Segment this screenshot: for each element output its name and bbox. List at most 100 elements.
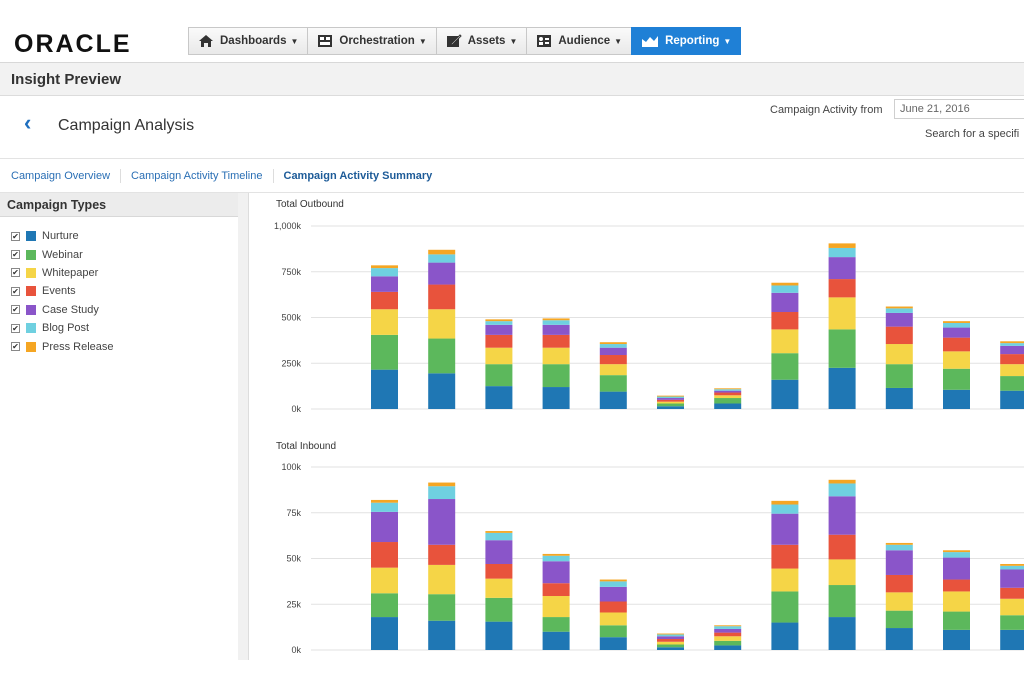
bar-segment [885,550,913,575]
tab-campaign-activity-timeline[interactable]: Campaign Activity Timeline [121,168,274,183]
campaign-type-label: Case Study [42,303,99,316]
bar-segment [943,389,970,409]
campaign-type-checkbox[interactable]: ✔ [11,268,20,278]
bar-segment [1000,615,1024,630]
orchestration-icon [318,35,333,47]
bar-segment [1000,629,1024,650]
bar-segment [371,334,398,370]
bar-segment [657,644,684,648]
campaign-type-label: Nurture [42,230,79,243]
bar-segment [771,500,799,505]
activity-date-label: Campaign Activity from [770,104,883,116]
bar-segment [828,479,856,484]
nav-assets-button[interactable]: Assets ▼ [435,27,527,55]
bar-segment [771,513,799,545]
bar-segment [828,247,856,258]
campaign-type-label: Blog Post [42,322,90,335]
page-title: Campaign Analysis [58,117,195,134]
main-nav: Dashboards ▼ Orchestration ▼ Assets ▼ Audie… [188,27,742,57]
bar-segment [714,632,742,637]
bar-segment [599,625,627,638]
charts-area: Total Outbound 0k 250k 500k 750k 1,000k Total… [249,193,1024,660]
bar-segment [542,555,570,562]
tab-campaign-activity-summary[interactable]: Campaign Activity Summary [283,169,433,182]
bar-segment [599,342,627,345]
bar-segment [542,364,570,388]
bar-segment [657,403,684,407]
campaign-type-item[interactable]: ✔ Press Release [11,337,238,355]
bar-segment [428,262,456,285]
tab-campaign-overview[interactable]: Campaign Overview [0,168,122,183]
bar-segment [771,292,799,313]
nav-audience-button[interactable]: Audience ▼ [526,27,632,55]
bar-segment [428,249,456,255]
bar-segment [428,486,456,500]
nav-dashboards-button[interactable]: Dashboards ▼ [188,27,308,55]
legend-swatch [26,323,36,334]
bar-segment [428,284,456,310]
bar-segment [714,388,742,390]
bar-segment [943,327,970,338]
bar-segment [828,559,856,586]
nav-orchestration-button[interactable]: Orchestration ▼ [307,27,436,55]
reporting-icon [642,36,659,47]
report-tabs: Campaign Overview Campaign Activity Time… [0,159,1024,193]
bar-segment [714,625,742,627]
nav-reporting-button[interactable]: Reporting ▼ [631,27,742,55]
campaign-type-item[interactable]: ✔ Whitepaper [11,264,238,282]
bar-segment [885,610,913,629]
chevron-down-icon: ▼ [509,36,518,46]
bar-segment [828,483,856,497]
bar-segment [771,282,799,286]
sidebar-scrollbar[interactable] [238,193,249,660]
bar-segment [714,640,742,646]
legend-swatch [26,304,36,315]
campaign-type-item[interactable]: ✔ Blog Post [11,319,238,337]
campaign-type-item[interactable]: ✔ Case Study [11,301,238,319]
bar-segment [428,544,456,565]
campaign-type-checkbox[interactable]: ✔ [11,250,20,260]
legend-swatch [26,341,36,352]
bar-segment [371,593,398,618]
bar-segment [1000,364,1024,377]
bar-segment [714,636,742,641]
bar-segment [943,557,970,580]
back-arrow-icon[interactable]: ‹ [24,110,32,135]
bar-segment [599,612,627,626]
chevron-down-icon: ▼ [723,36,732,46]
bar-segment [657,647,684,650]
campaign-type-item[interactable]: ✔ Webinar [11,245,238,263]
campaign-type-label: Whitepaper [42,266,99,279]
bar-segment [1000,345,1024,355]
campaign-type-checkbox[interactable]: ✔ [11,323,20,333]
campaign-type-checkbox[interactable]: ✔ [11,305,20,315]
campaign-type-label: Press Release [42,340,114,353]
bar-segment [428,564,456,595]
bar-segment [542,596,570,618]
bar-segment [943,552,970,558]
legend-swatch [26,231,36,242]
y-tick-label: 0k [291,645,301,655]
activity-date-input[interactable]: June 21, 2016 [894,99,1024,119]
bar-segment [485,578,513,598]
bar-segment [485,531,513,533]
bar-segment [714,645,742,650]
bar-segment [371,291,398,310]
nav-reporting-label: Reporting [665,35,720,47]
bar-segment [828,367,856,409]
campaign-type-checkbox[interactable]: ✔ [11,342,20,352]
bar-segment [428,254,456,263]
bar-segment [1000,565,1024,570]
campaign-type-checkbox[interactable]: ✔ [11,231,20,241]
bar-segment [943,550,970,553]
bar-segment [599,391,627,409]
y-tick-label: 250k [281,358,301,368]
campaign-type-item[interactable]: ✔ Nurture [11,227,238,245]
search-hint: Search for a specifi [925,128,1020,140]
bar-segment [428,373,456,409]
bar-segment [371,567,398,594]
bar-segment [428,482,456,487]
campaign-type-checkbox[interactable]: ✔ [11,286,20,296]
campaign-type-item[interactable]: ✔ Events [11,282,238,300]
bar-segment [771,504,799,514]
